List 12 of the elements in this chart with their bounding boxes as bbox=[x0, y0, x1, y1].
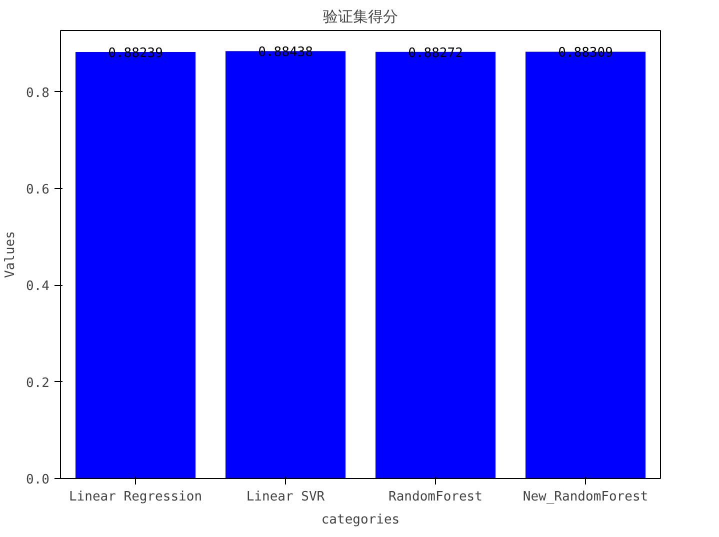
x-tick-label: New_RandomForest bbox=[522, 490, 648, 504]
y-tick-label: 0.0 bbox=[26, 472, 50, 488]
y-tick-label: 0.8 bbox=[26, 86, 50, 101]
y-tick-label: 0.6 bbox=[26, 182, 50, 198]
x-tick-label: RandomForest bbox=[388, 490, 482, 504]
y-tick-label: 0.4 bbox=[26, 279, 50, 294]
y-tick-label: 0.2 bbox=[26, 376, 50, 391]
chart-title: 验证集得分 bbox=[323, 8, 398, 26]
x-tick-label: Linear Regression bbox=[68, 490, 202, 504]
x-axis-title: categories bbox=[321, 512, 400, 528]
y-axis-title: Values bbox=[3, 231, 18, 278]
x-tick-label: Linear SVR bbox=[246, 490, 325, 504]
